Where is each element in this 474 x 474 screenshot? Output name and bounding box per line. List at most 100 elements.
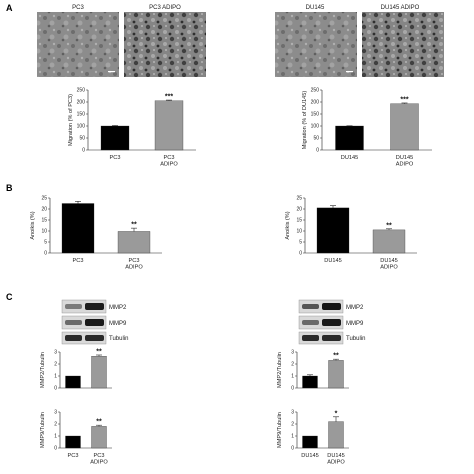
y-tick-label: 3 — [291, 350, 294, 356]
significance-marker: * — [335, 410, 338, 417]
y-tick-label: 250 — [311, 88, 320, 94]
y-tick-label: 0 — [316, 148, 319, 154]
y-tick-label: 10 — [41, 229, 47, 235]
y-tick-label: 0 — [291, 386, 294, 392]
category-label: DU145 ADIPO — [327, 453, 345, 466]
bar-control — [65, 435, 81, 449]
y-axis-label: Migration (% of DU145) — [302, 91, 308, 150]
significance-marker: ** — [96, 419, 102, 426]
y-tick-label: 3 — [54, 350, 57, 356]
y-axis-label: MMP9/Tubulin — [277, 412, 283, 448]
bar-adipo — [328, 360, 344, 389]
category-label: DU145 — [324, 258, 341, 264]
significance-marker: ** — [386, 222, 392, 229]
panel-letter-a: A — [6, 3, 13, 13]
chart-anoikis-du145: 0 5 10 15 20 25 Anoikis (%) DU145 ** DU145 ADIPO — [285, 196, 417, 271]
y-tick-label: 250 — [77, 88, 86, 94]
y-tick-label: 50 — [79, 136, 85, 142]
y-tick-label: 100 — [311, 124, 320, 130]
y-tick-label: 50 — [313, 136, 319, 142]
blot-label-mmp2-left: MMP2 — [109, 305, 127, 311]
y-axis-label: MMP2/Tubulin — [277, 352, 283, 388]
scale-bar — [108, 71, 115, 73]
y-axis-label: Anoikis (%) — [30, 211, 36, 239]
y-tick-label: 20 — [296, 207, 302, 213]
chart-mmp9-du145: 0 1 2 3 MMP9/Tubulin DU145 * DU145 ADIPO — [277, 410, 349, 466]
y-tick-label: 2 — [291, 362, 294, 368]
micrograph-pc3 — [37, 12, 119, 77]
y-axis-label: MMP2/Tubulin — [40, 352, 46, 388]
y-tick-label: 2 — [54, 362, 57, 368]
significance-marker: ** — [333, 353, 339, 360]
significance-marker: *** — [165, 94, 173, 101]
bar-adipo — [328, 421, 344, 449]
micrograph-pc3-adipo — [124, 12, 206, 77]
blot-label-mmp9-right: MMP9 — [346, 321, 364, 327]
blot-label-mmp2-right: MMP2 — [346, 305, 364, 311]
category-label: DU145 ADIPO — [396, 155, 414, 168]
y-tick-label: 100 — [77, 124, 86, 130]
chart-mmp9-pc3: 0 1 2 3 MMP9/Tubulin PC3 ** PC3 ADIPO — [40, 410, 112, 466]
y-tick-label: 2 — [54, 422, 57, 428]
blot-label-tubulin-right: Tubulin — [346, 336, 365, 342]
bar-control — [302, 375, 318, 389]
panel-letter-c: C — [6, 292, 13, 302]
western-blot-right — [298, 299, 344, 345]
category-label: PC3 — [73, 258, 84, 264]
y-axis-label: Anoikis (%) — [285, 211, 291, 239]
category-label: PC3 ADIPO — [90, 453, 108, 466]
y-tick-label: 5 — [299, 240, 302, 246]
category-label: DU145 — [341, 155, 358, 161]
bar-adipo — [91, 426, 107, 449]
y-tick-label: 25 — [41, 196, 47, 202]
category-label: DU145 ADIPO — [380, 258, 398, 271]
y-tick-label: 1 — [54, 434, 57, 440]
y-tick-label: 3 — [54, 410, 57, 416]
y-tick-label: 15 — [296, 218, 302, 224]
y-axis-label: Migration (% of PC3) — [68, 94, 74, 146]
blot-label-mmp9-left: MMP9 — [109, 321, 127, 327]
significance-marker: ** — [131, 222, 137, 229]
y-tick-label: 0 — [44, 251, 47, 257]
bar-adipo — [117, 231, 151, 254]
y-axis-label: MMP9/Tubulin — [40, 412, 46, 448]
y-tick-label: 150 — [311, 112, 320, 118]
micrograph-label-pc3: PC3 — [72, 5, 84, 11]
bar-control — [100, 125, 130, 151]
y-tick-label: 15 — [41, 218, 47, 224]
bar-adipo — [390, 103, 419, 151]
y-tick-label: 1 — [291, 374, 294, 380]
chart-anoikis-pc3: 0 5 10 15 20 25 Anoikis (%) PC3 ** PC3 ADIPO — [30, 196, 162, 271]
blot-label-tubulin-left: Tubulin — [109, 336, 128, 342]
category-label: DU145 — [301, 453, 318, 459]
category-label: PC3 ADIPO — [125, 258, 143, 271]
bar-control — [316, 207, 350, 254]
micrograph-label-du145-adipo: DU145 ADIPO — [381, 5, 420, 11]
y-tick-label: 0 — [54, 446, 57, 452]
y-tick-label: 1 — [54, 374, 57, 380]
chart-mmp2-pc3: 0 1 2 3 MMP2/Tubulin ** — [40, 349, 112, 392]
y-tick-label: 0 — [299, 251, 302, 257]
y-tick-label: 200 — [77, 100, 86, 106]
western-blot-left — [61, 299, 107, 345]
y-tick-label: 25 — [296, 196, 302, 202]
y-tick-label: 3 — [291, 410, 294, 416]
y-tick-label: 10 — [296, 229, 302, 235]
category-label: PC3 — [68, 453, 79, 459]
significance-marker: ** — [96, 349, 102, 356]
y-tick-label: 200 — [311, 100, 320, 106]
y-tick-label: 1 — [291, 434, 294, 440]
y-tick-label: 0 — [291, 446, 294, 452]
scale-bar — [346, 71, 353, 73]
y-tick-label: 0 — [54, 386, 57, 392]
bar-adipo — [372, 229, 406, 254]
micrograph-du145-adipo — [362, 12, 444, 77]
micrograph-label-pc3-adipo: PC3 ADIPO — [149, 5, 181, 11]
bar-control — [302, 435, 318, 449]
micrograph-du145 — [275, 12, 357, 77]
significance-marker: *** — [400, 96, 408, 103]
